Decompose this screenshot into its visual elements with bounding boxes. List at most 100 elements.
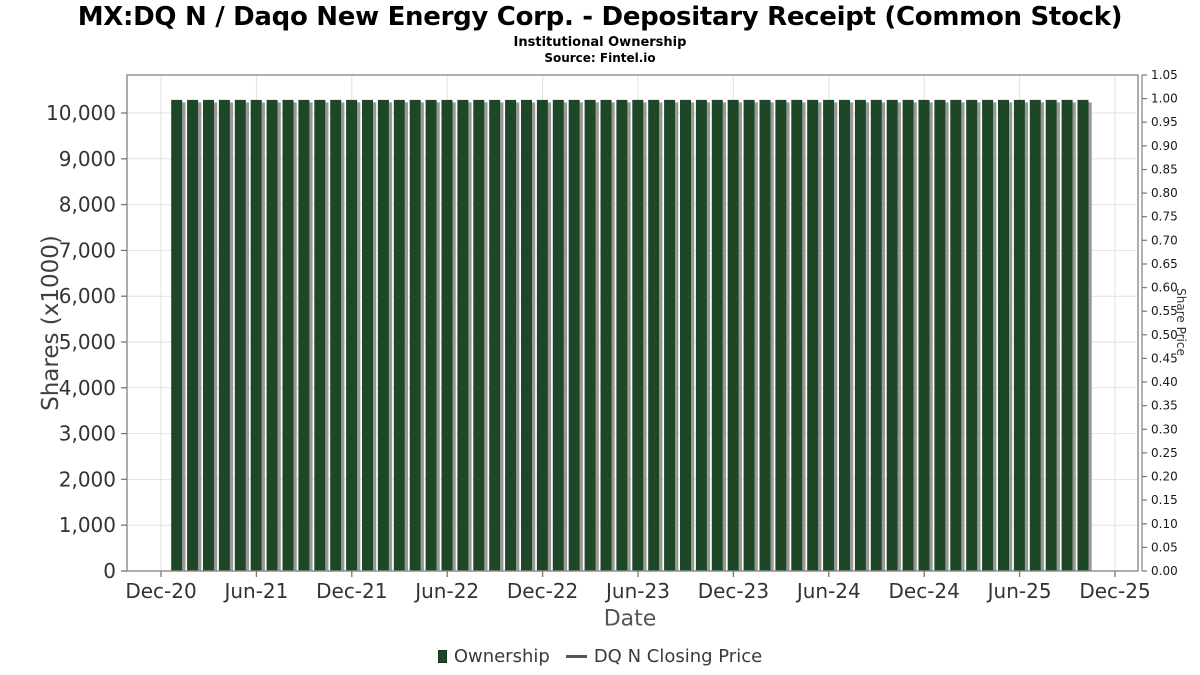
y-axis-title-left: Shares (x1000) — [38, 235, 64, 411]
right-axis-tick-label: 0.75 — [1151, 210, 1178, 224]
bar-shadow — [643, 102, 647, 572]
bar-shadow — [929, 102, 933, 572]
right-axis-tick-label: 0.30 — [1151, 422, 1178, 436]
ownership-bar — [743, 99, 755, 572]
ownership-bar — [377, 99, 389, 572]
right-axis-tick-label: 0.05 — [1151, 540, 1178, 554]
x-axis-tick-label: Dec-23 — [698, 579, 769, 603]
bar-shadow — [913, 102, 917, 572]
ownership-bar — [695, 99, 707, 572]
source-label: Source: Fintel.io — [544, 51, 656, 65]
ownership-bar — [584, 99, 596, 572]
ownership-bar — [393, 99, 405, 572]
ownership-bar — [1013, 99, 1025, 572]
ownership-bar — [711, 99, 723, 572]
bar-shadow — [850, 102, 854, 572]
bar-shadow — [484, 102, 488, 572]
right-axis-tick-label: 0.25 — [1151, 446, 1178, 460]
ownership-bar — [902, 99, 914, 572]
ownership-bar — [664, 99, 676, 572]
ownership-bar — [1029, 99, 1041, 572]
ownership-bar — [934, 99, 946, 572]
right-axis-tick-label: 1.00 — [1151, 92, 1178, 106]
chart-title: MX:DQ N / Daqo New Energy Corp. - Deposi… — [77, 2, 1123, 32]
bar-shadow — [245, 102, 249, 572]
ownership-bar — [600, 99, 612, 572]
ownership-bar — [1045, 99, 1057, 572]
bar-shadow — [500, 102, 504, 572]
ownership-bar — [998, 99, 1009, 572]
bar-shadow — [754, 102, 758, 572]
bar-shadow — [611, 102, 615, 572]
ownership-bar — [918, 99, 930, 572]
right-axis-tick-label: 0.15 — [1151, 493, 1178, 507]
right-axis-tick-label: 0.55 — [1151, 304, 1178, 318]
x-axis-tick-label: Dec-24 — [889, 579, 960, 603]
bar-shadow — [675, 102, 679, 572]
right-axis-tick-label: 0.35 — [1151, 399, 1178, 413]
bar-shadow — [468, 102, 472, 572]
ownership-bar — [680, 99, 691, 572]
ownership-bar — [870, 99, 882, 572]
ownership-bar — [203, 99, 214, 572]
plot-border — [126, 74, 1139, 572]
right-axis-tick-label: 0.20 — [1151, 470, 1178, 484]
y-axis-tick-label: 4,000 — [59, 376, 116, 400]
ownership-bar — [187, 99, 199, 572]
ownership-bar — [552, 99, 564, 572]
ownership-bar — [886, 99, 898, 572]
ownership-bar — [409, 99, 421, 572]
x-axis-tick-label: Jun-21 — [222, 579, 288, 603]
y-axis-tick-label: 7,000 — [59, 238, 116, 262]
ownership-bar — [1061, 99, 1073, 572]
bar-shadow — [516, 102, 520, 572]
right-axis-tick-label: 0.50 — [1151, 328, 1178, 342]
bar-shadow — [595, 102, 599, 572]
right-axis-tick-label: 0.95 — [1151, 115, 1178, 129]
x-axis-tick-label: Dec-20 — [125, 579, 196, 603]
ownership-bar — [632, 99, 644, 572]
bar-shadow — [198, 102, 202, 572]
bar-shadow — [977, 102, 981, 572]
bar-shadow — [404, 102, 408, 572]
bar-shadow — [834, 102, 838, 572]
ownership-bar — [282, 99, 294, 572]
ownership-bar — [568, 99, 580, 572]
ownership-bar — [425, 99, 437, 572]
ownership-bar — [839, 99, 850, 572]
bar-shadow — [373, 102, 377, 572]
ownership-bar — [314, 99, 326, 572]
ownership-bar — [1077, 99, 1089, 572]
ownership-bar — [791, 99, 803, 572]
right-axis-tick-label: 0.90 — [1151, 139, 1178, 153]
bar-shadow — [579, 102, 583, 572]
bar-shadow — [214, 102, 218, 572]
ownership-bar — [982, 99, 994, 572]
ownership-bar — [473, 99, 485, 572]
y-axis-tick-label: 5,000 — [59, 330, 116, 354]
bar-shadow — [722, 102, 726, 572]
x-axis-title: Date — [603, 606, 657, 632]
y-axis-tick-label: 10,000 — [46, 101, 116, 125]
ownership-bar — [759, 99, 771, 572]
x-axis-tick-label: Jun-23 — [604, 579, 670, 603]
bar-shadow — [452, 102, 456, 572]
bar-shadow — [277, 102, 281, 572]
ownership-bar — [521, 99, 532, 572]
bar-shadow — [1024, 102, 1029, 572]
bar-shadow — [945, 102, 949, 572]
ownership-bar — [457, 99, 469, 572]
ownership-bar — [807, 99, 819, 572]
bar-shadow — [691, 102, 695, 572]
bar-shadow — [229, 102, 234, 572]
bar-shadow — [261, 102, 265, 572]
y-axis-tick-label: 9,000 — [59, 147, 116, 171]
legend: Ownership DQ N Closing Price — [0, 646, 1200, 667]
right-axis-tick-label: 0.45 — [1151, 351, 1178, 365]
bar-shadow — [770, 102, 774, 572]
legend-label-ownership: Ownership — [453, 646, 550, 667]
chart-subtitle: Institutional Ownership — [513, 35, 687, 50]
y-axis-tick-label: 1,000 — [59, 513, 116, 537]
y-axis-tick-label: 2,000 — [59, 467, 116, 491]
bar-shadow — [786, 102, 790, 572]
